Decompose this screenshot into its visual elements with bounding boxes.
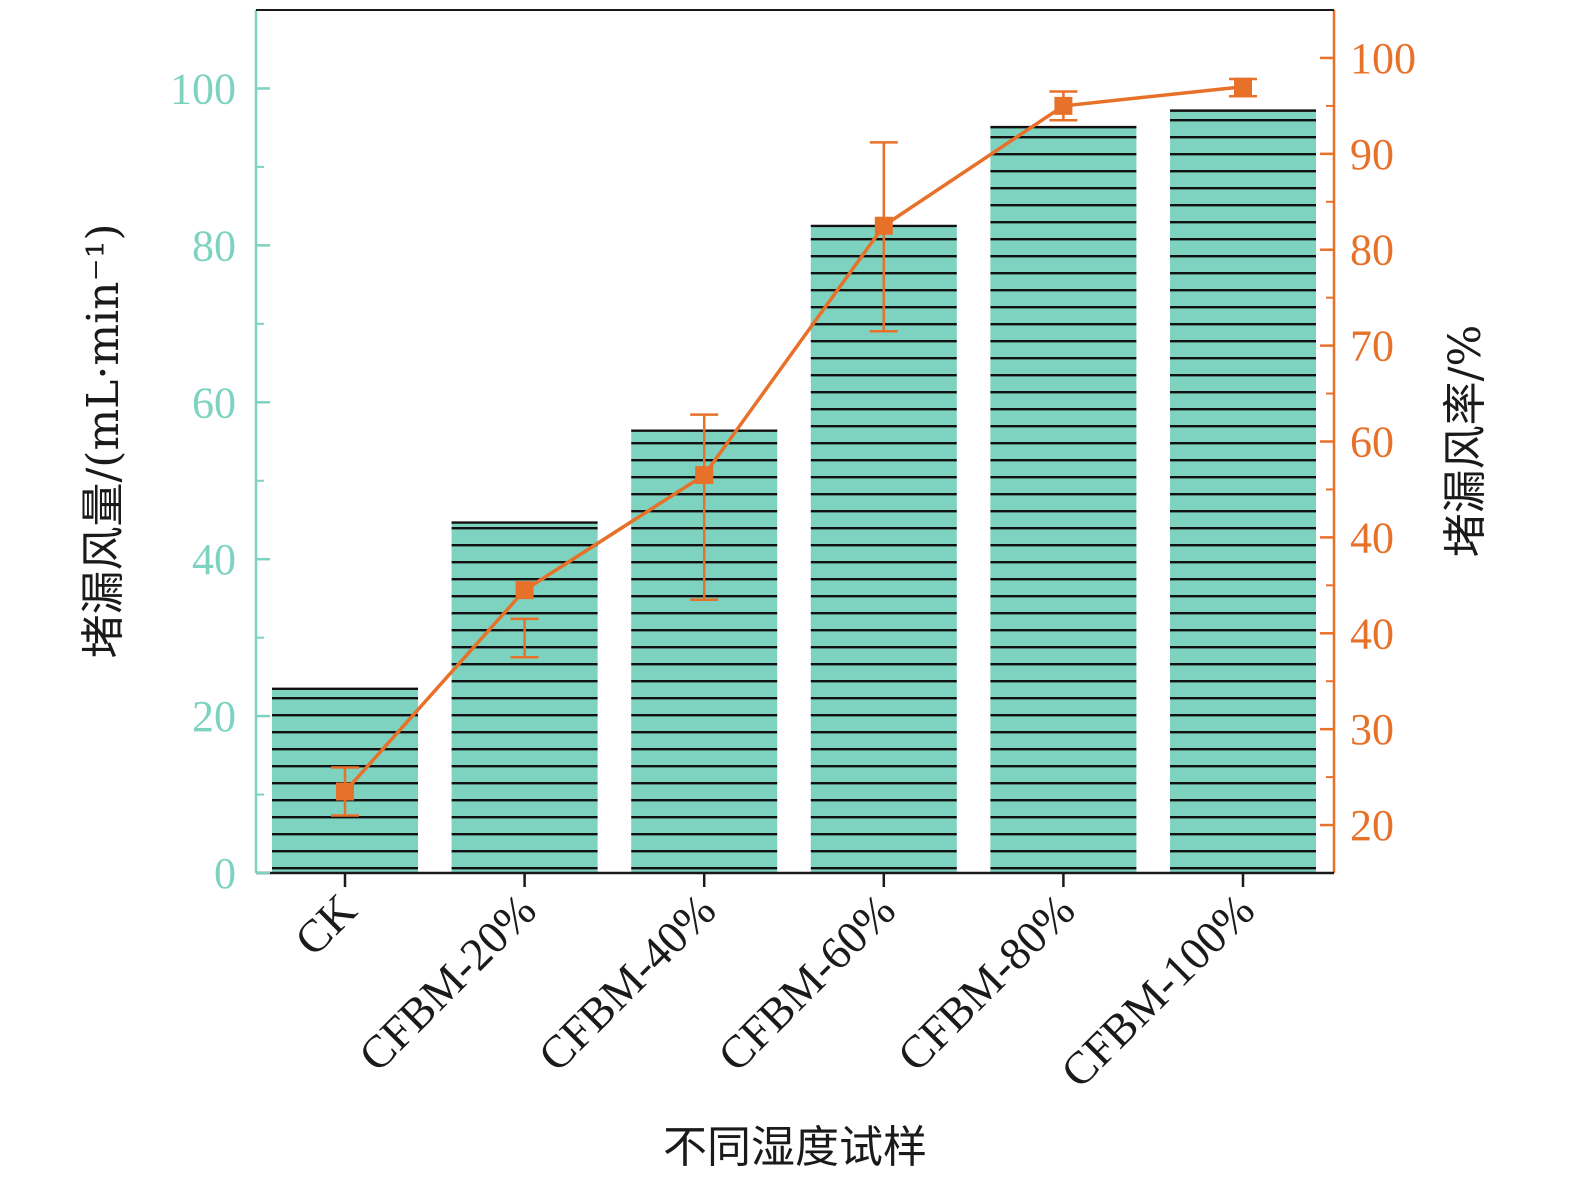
- left-tick-label: 0: [214, 849, 236, 898]
- right-tick-label: 30: [1350, 705, 1394, 754]
- left-tick-label: 60: [192, 378, 236, 427]
- axes-layer: [254, 9, 1336, 887]
- left-axis-title: 堵漏风量/(mL·min⁻¹): [78, 223, 129, 658]
- bar-CFBM-100%: [1170, 109, 1316, 874]
- line-marker: [874, 216, 893, 235]
- right-tick-label: 40: [1350, 609, 1394, 658]
- right-tick-label: 90: [1350, 130, 1394, 179]
- bar-CFBM-20%: [451, 521, 598, 873]
- left-tick-label: 20: [192, 692, 236, 741]
- right-tick-label: 100: [1350, 34, 1416, 83]
- right-tick-label: 20: [1350, 801, 1394, 850]
- right-axis-title: 堵漏风率/%: [1440, 325, 1491, 558]
- left-tick-label: 40: [192, 535, 236, 584]
- category-label: CFBM-40%: [528, 884, 725, 1081]
- right-tick-label: 70: [1350, 322, 1394, 371]
- right-tick-label: 40: [1350, 513, 1394, 562]
- x-axis-title: 不同湿度试样: [663, 1122, 927, 1173]
- right-tick-label: 60: [1350, 418, 1394, 467]
- left-tick-label: 100: [170, 64, 236, 113]
- line-marker: [695, 466, 714, 485]
- line-marker: [336, 782, 354, 801]
- bar-CFBM-60%: [810, 224, 957, 873]
- category-label: CFBM-60%: [708, 884, 905, 1081]
- left-tick-label: 80: [192, 221, 236, 270]
- category-label: CFBM-80%: [888, 884, 1085, 1081]
- line-series-path: [343, 84, 1244, 793]
- category-label: CK: [285, 884, 366, 965]
- category-label: CFBM-100%: [1051, 884, 1264, 1097]
- category-label: CFBM-20%: [349, 884, 546, 1081]
- line-marker: [1234, 77, 1252, 96]
- line-marker: [515, 581, 534, 600]
- bars-layer: [272, 109, 1316, 874]
- right-tick-label: 80: [1350, 226, 1394, 275]
- bar-CFBM-80%: [990, 126, 1137, 873]
- line-marker: [1054, 96, 1073, 115]
- line-layer: [336, 77, 1252, 801]
